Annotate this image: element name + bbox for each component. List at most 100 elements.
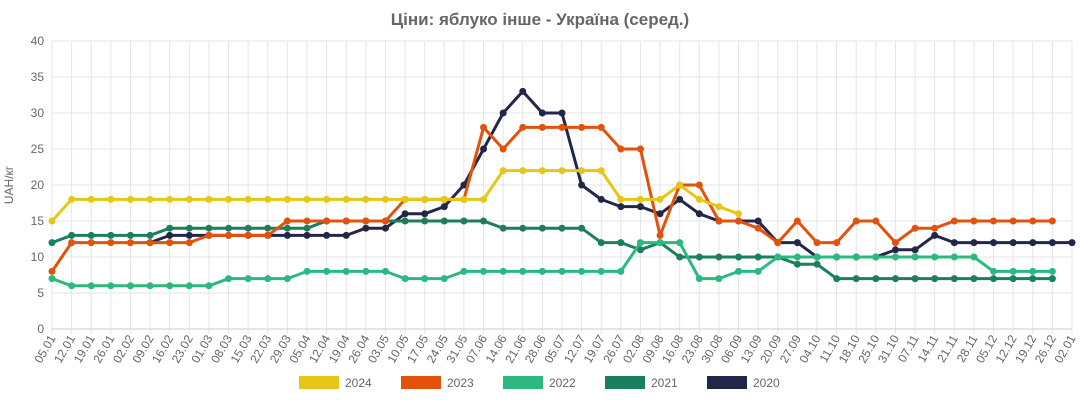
data-point bbox=[68, 239, 76, 247]
legend-item-2021[interactable]: 2021 bbox=[605, 376, 678, 390]
legend-swatch bbox=[605, 376, 645, 389]
data-point bbox=[852, 253, 860, 261]
data-point bbox=[990, 275, 998, 283]
data-point bbox=[970, 275, 978, 283]
data-point bbox=[538, 267, 546, 275]
series-line-2024 bbox=[50, 169, 741, 223]
legend-swatch bbox=[401, 376, 441, 389]
data-point bbox=[48, 267, 56, 275]
data-point bbox=[460, 267, 468, 275]
data-point bbox=[126, 231, 134, 239]
data-point bbox=[323, 267, 331, 275]
data-point bbox=[597, 167, 605, 175]
data-point bbox=[538, 167, 546, 175]
data-point bbox=[323, 195, 331, 203]
data-point bbox=[401, 210, 409, 218]
data-point bbox=[676, 239, 684, 247]
data-point bbox=[1029, 239, 1037, 247]
data-point bbox=[460, 195, 468, 203]
data-point bbox=[538, 224, 546, 232]
data-point bbox=[558, 167, 566, 175]
data-point bbox=[401, 195, 409, 203]
data-point bbox=[891, 239, 899, 247]
data-point bbox=[283, 195, 291, 203]
data-point bbox=[362, 267, 370, 275]
data-point bbox=[1048, 239, 1056, 247]
x-axis-ticks: 05.0112.0119.0126.0102.0209.0216.0223.02… bbox=[31, 332, 1078, 365]
data-point bbox=[950, 275, 958, 283]
data-point bbox=[362, 224, 370, 232]
data-point bbox=[499, 145, 507, 153]
data-point bbox=[283, 217, 291, 225]
data-point bbox=[793, 217, 801, 225]
data-point bbox=[1029, 217, 1037, 225]
data-point bbox=[538, 109, 546, 117]
data-point bbox=[793, 239, 801, 247]
y-tick-label: 5 bbox=[37, 286, 44, 300]
data-point bbox=[499, 224, 507, 232]
data-point bbox=[185, 231, 193, 239]
y-tick-label: 15 bbox=[31, 214, 45, 228]
data-point bbox=[480, 145, 488, 153]
data-point bbox=[735, 217, 743, 225]
data-point bbox=[636, 145, 644, 153]
data-point bbox=[597, 123, 605, 131]
legend-swatch bbox=[503, 376, 543, 389]
data-point bbox=[225, 275, 233, 283]
legend-label: 2024 bbox=[345, 376, 372, 390]
data-point bbox=[813, 239, 821, 247]
data-point bbox=[480, 123, 488, 131]
data-point bbox=[735, 253, 743, 261]
data-point bbox=[499, 167, 507, 175]
data-point bbox=[519, 87, 527, 95]
data-point bbox=[381, 195, 389, 203]
data-point bbox=[656, 239, 664, 247]
legend-item-2023[interactable]: 2023 bbox=[401, 376, 474, 390]
data-point bbox=[87, 282, 95, 290]
data-point bbox=[440, 203, 448, 211]
data-point bbox=[636, 203, 644, 211]
data-point bbox=[283, 275, 291, 283]
y-tick-label: 10 bbox=[31, 250, 45, 264]
data-point bbox=[146, 231, 154, 239]
data-point bbox=[1009, 267, 1017, 275]
series-line-2022 bbox=[50, 241, 1054, 288]
series-2024 bbox=[48, 167, 743, 225]
data-point bbox=[68, 231, 76, 239]
legend-label: 2022 bbox=[549, 376, 576, 390]
data-point bbox=[617, 203, 625, 211]
data-point bbox=[597, 239, 605, 247]
data-point bbox=[617, 267, 625, 275]
y-tick-label: 25 bbox=[31, 142, 45, 156]
data-point bbox=[244, 195, 252, 203]
data-point bbox=[225, 195, 233, 203]
data-point bbox=[754, 253, 762, 261]
data-point bbox=[538, 123, 546, 131]
data-point bbox=[146, 239, 154, 247]
data-point bbox=[519, 224, 527, 232]
data-point bbox=[597, 195, 605, 203]
data-point bbox=[166, 239, 174, 247]
legend-item-2022[interactable]: 2022 bbox=[503, 376, 576, 390]
data-point bbox=[833, 239, 841, 247]
y-tick-label: 0 bbox=[37, 322, 44, 336]
data-point bbox=[754, 217, 762, 225]
data-point bbox=[264, 224, 272, 232]
data-point bbox=[636, 239, 644, 247]
data-point bbox=[185, 282, 193, 290]
data-point bbox=[1029, 275, 1037, 283]
data-point bbox=[421, 275, 429, 283]
legend-item-2020[interactable]: 2020 bbox=[707, 376, 780, 390]
data-point bbox=[401, 275, 409, 283]
data-point bbox=[578, 267, 586, 275]
legend-item-2024[interactable]: 2024 bbox=[299, 376, 372, 390]
data-point bbox=[499, 109, 507, 117]
data-point bbox=[225, 224, 233, 232]
data-point bbox=[872, 275, 880, 283]
y-axis-title: UAH/кг bbox=[2, 165, 16, 204]
data-point bbox=[931, 275, 939, 283]
data-point bbox=[342, 195, 350, 203]
data-point bbox=[931, 231, 939, 239]
data-point bbox=[793, 253, 801, 261]
